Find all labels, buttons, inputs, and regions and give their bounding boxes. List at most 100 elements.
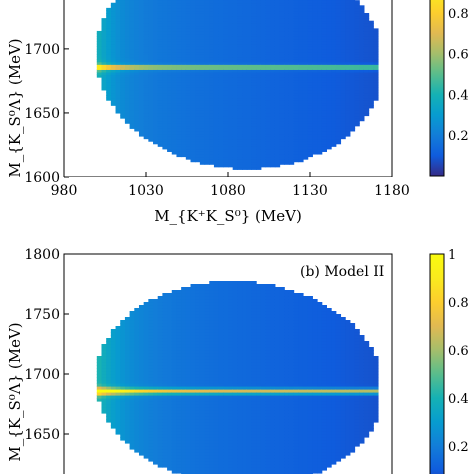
heatmap-cell: [162, 338, 168, 342]
heatmap-cell: [153, 461, 159, 465]
heatmap-cell: [96, 377, 103, 381]
heatmap-cell: [312, 128, 318, 132]
heatmap-cell: [251, 66, 257, 70]
heatmap-cell: [120, 332, 126, 336]
heatmap-cell: [190, 23, 196, 27]
heatmap-cell: [302, 89, 309, 94]
heatmap-cell: [138, 30, 145, 35]
heatmap-cell: [317, 7, 323, 12]
heatmap-cell: [143, 305, 149, 309]
heatmap-cell: [148, 69, 154, 73]
heatmap-cell: [331, 128, 337, 132]
heatmap-cell: [171, 410, 178, 414]
heatmap-cell: [293, 46, 299, 50]
heatmap-cell: [143, 15, 149, 19]
heatmap-cell: [354, 118, 360, 122]
heatmap-cell: [96, 54, 103, 58]
heatmap-cell: [185, 380, 192, 384]
heatmap-cell: [213, 136, 220, 140]
heatmap-cell: [218, 79, 224, 83]
heatmap-cell: [153, 115, 159, 119]
heatmap-cell: [349, 18, 356, 22]
heatmap-cell: [138, 389, 145, 393]
heatmap-cell: [110, 392, 117, 396]
heatmap-cell: [157, 115, 163, 119]
heatmap-cell: [167, 133, 173, 137]
heatmap-cell: [101, 392, 107, 396]
heatmap-cell: [265, 92, 271, 96]
heatmap-cell: [270, 33, 276, 37]
heatmap-cell: [157, 386, 163, 390]
heatmap-cell: [171, 7, 178, 12]
heatmap-cell: [368, 64, 374, 68]
heatmap-cell: [228, 82, 234, 86]
heatmap-cell: [190, 431, 196, 435]
heatmap-cell: [274, 5, 281, 9]
heatmap-cell: [115, 2, 121, 6]
heatmap-cell: [354, 7, 360, 12]
heatmap-cell: [106, 338, 112, 342]
heatmap-cell: [134, 425, 140, 429]
heatmap-cell: [270, 143, 276, 147]
heatmap-cell: [134, 28, 140, 32]
heatmap-cell: [298, 13, 304, 17]
heatmap-cell: [359, 77, 365, 81]
heatmap-cell: [204, 30, 210, 35]
heatmap-cell: [340, 43, 346, 47]
heatmap-cell: [228, 87, 234, 91]
heatmap-cell: [335, 120, 342, 124]
heatmap-cell: [185, 455, 192, 459]
heatmap-cell: [228, 74, 234, 78]
heatmap-cell: [213, 82, 220, 86]
heatmap-cell: [167, 18, 173, 22]
heatmap-cell: [181, 341, 187, 345]
heatmap-cell: [279, 59, 285, 63]
heatmap-cell: [298, 61, 304, 65]
heatmap-cell: [176, 5, 182, 9]
heatmap-cell: [115, 329, 121, 333]
heatmap-cell: [232, 46, 238, 50]
heatmap-cell: [232, 87, 238, 91]
heatmap-cell: [317, 112, 323, 117]
heatmap-cell: [162, 10, 168, 14]
heatmap-cell: [134, 365, 140, 369]
heatmap-cell: [298, 69, 304, 73]
heatmap-cell: [368, 30, 374, 35]
heatmap-cell: [213, 51, 220, 55]
heatmap-cell: [317, 136, 323, 140]
heatmap-cell: [110, 422, 117, 426]
heatmap-cell: [331, 5, 337, 9]
heatmap-cell: [171, 326, 178, 330]
heatmap-cell: [181, 82, 187, 86]
heatmap-cell: [153, 431, 159, 435]
heatmap-cell: [335, 20, 342, 24]
heatmap-cell: [176, 120, 182, 124]
heatmap-cell: [260, 112, 267, 117]
heatmap-cell: [148, 13, 154, 17]
heatmap-cell: [265, 115, 271, 119]
heatmap-cell: [138, 84, 145, 88]
heatmap-cell: [312, 51, 318, 55]
heatmap-cell: [138, 392, 145, 396]
heatmap-cell: [171, 89, 178, 94]
heatmap-cell: [181, 2, 187, 6]
heatmap-cell: [148, 125, 154, 129]
heatmap-cell: [228, 159, 234, 163]
heatmap-cell: [143, 380, 149, 384]
heatmap-cell: [185, 100, 192, 104]
heatmap-cell: [326, 138, 332, 142]
heatmap-cell: [265, 66, 271, 70]
heatmap-cell: [256, 87, 262, 91]
heatmap-cell: [176, 470, 182, 474]
heatmap-cell: [106, 38, 112, 42]
heatmap-cell: [331, 36, 337, 40]
heatmap-cell: [181, 41, 187, 45]
heatmap-cell: [359, 110, 365, 114]
heatmap-cell: [124, 326, 131, 330]
heatmap-cell: [246, 64, 253, 68]
heatmap-cell: [246, 18, 253, 22]
heatmap-cell: [317, 130, 323, 135]
heatmap-cell: [223, 141, 229, 145]
heatmap-cell: [134, 311, 140, 315]
heatmap-cell: [167, 23, 173, 27]
